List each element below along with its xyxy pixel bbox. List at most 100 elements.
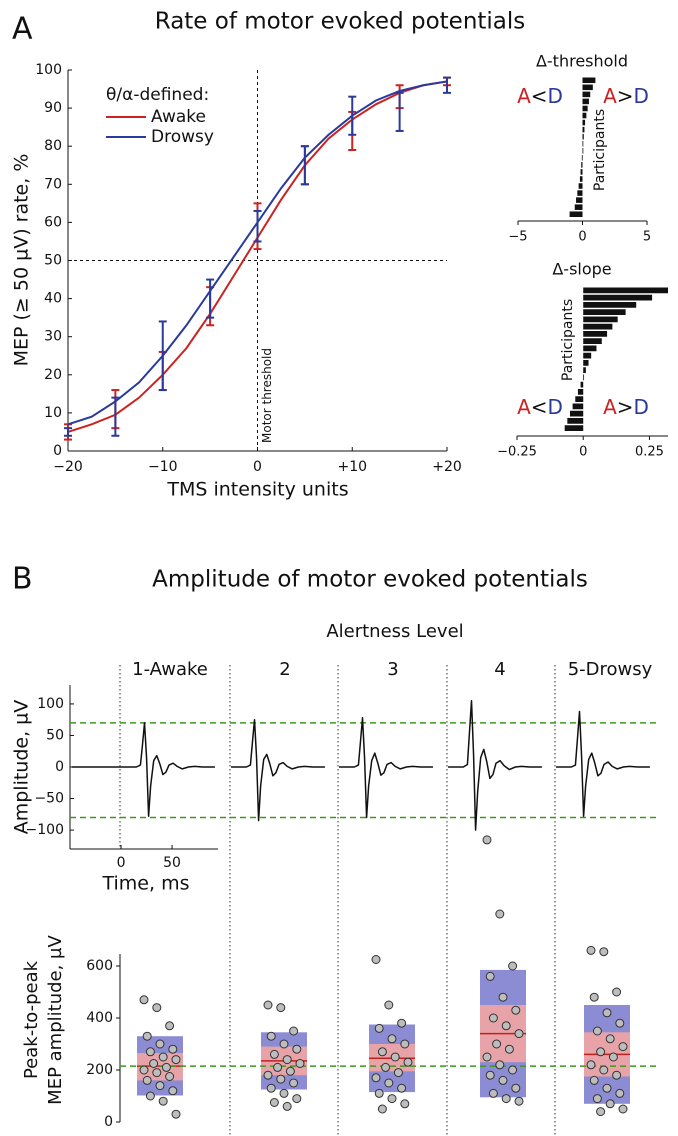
group-label: Alertness Level	[326, 621, 463, 642]
bar	[577, 190, 583, 196]
bar	[582, 140, 584, 147]
bar	[575, 396, 584, 402]
data-point	[482, 1052, 492, 1062]
y-axis-label: MEP (≥ 50 µV) rate, %	[11, 154, 33, 367]
annotation: Motor threshold	[260, 348, 274, 443]
data-point	[608, 1052, 618, 1062]
y-tick-label: 30	[44, 329, 62, 345]
data-point	[161, 1062, 171, 1072]
data-point	[514, 1029, 524, 1039]
data-point	[387, 1094, 397, 1104]
data-point	[602, 1083, 612, 1093]
data-point	[279, 1088, 289, 1098]
x-tick-label: 50	[163, 855, 181, 871]
y-tick-label: 80	[44, 138, 62, 154]
data-point	[269, 1049, 279, 1059]
data-point	[501, 1021, 511, 1031]
chart-title: Δ-threshold	[536, 52, 628, 71]
bar	[577, 389, 584, 395]
data-point	[158, 1096, 168, 1106]
data-point	[289, 1078, 299, 1088]
y-axis-label: Peak-to-peak	[21, 960, 42, 1079]
error-bar	[395, 91, 404, 132]
data-point	[612, 1070, 622, 1080]
bar	[578, 183, 583, 189]
annotation: A>D	[603, 84, 649, 108]
data-point	[390, 1052, 400, 1062]
data-point	[292, 1044, 302, 1054]
bar	[583, 323, 613, 330]
bar	[574, 204, 583, 210]
y-tick-label: 50	[46, 727, 64, 743]
bar	[582, 84, 593, 91]
error-bar	[443, 76, 451, 94]
data-point	[589, 992, 599, 1002]
error-bar	[64, 427, 72, 437]
data-point	[276, 1074, 286, 1084]
column-label: 2	[279, 659, 290, 680]
data-point	[152, 1003, 162, 1013]
bar	[582, 77, 596, 84]
annotation: A>D	[603, 395, 649, 419]
data-point	[393, 1068, 403, 1078]
error-bar	[300, 145, 309, 186]
data-point	[501, 1094, 511, 1104]
data-point	[495, 1060, 505, 1070]
x-tick-label: −5	[508, 230, 527, 245]
data-point	[397, 1083, 407, 1093]
bar	[583, 338, 602, 344]
data-point	[605, 1034, 615, 1044]
data-point	[155, 1039, 165, 1049]
data-point	[508, 1065, 518, 1075]
data-point	[504, 1044, 514, 1054]
x-tick-label: 0	[579, 445, 587, 460]
data-point	[387, 1034, 397, 1044]
data-point	[168, 1086, 178, 1096]
data-point	[282, 1055, 292, 1065]
column-label: 5-Drowsy	[568, 659, 653, 680]
waveform	[339, 717, 433, 819]
y-tick-label: −100	[26, 822, 64, 838]
data-point	[403, 1057, 413, 1067]
bar	[583, 345, 597, 352]
data-point	[279, 1039, 289, 1049]
bar	[582, 91, 591, 98]
data-point	[139, 1065, 149, 1075]
column-label: 1-Awake	[132, 659, 208, 680]
bar	[567, 418, 584, 424]
data-point	[599, 1065, 609, 1075]
y-tick-label: 100	[37, 696, 64, 712]
data-point	[485, 971, 495, 981]
data-point	[596, 1047, 606, 1057]
data-point	[618, 1042, 628, 1052]
y-tick-label: 20	[44, 367, 62, 383]
x-tick-label: +20	[432, 459, 462, 475]
data-point	[400, 1039, 410, 1049]
data-point	[266, 1031, 276, 1041]
error-bar	[111, 396, 120, 437]
data-point	[615, 1088, 625, 1098]
data-point	[292, 1094, 302, 1104]
data-point	[514, 1096, 524, 1106]
data-point	[377, 1047, 387, 1057]
data-point	[168, 1044, 178, 1054]
y-axis-label: Amplitude, µV	[11, 700, 33, 835]
data-point	[374, 1088, 384, 1098]
bar	[582, 98, 589, 105]
column-label: 4	[494, 659, 505, 680]
data-point	[488, 1013, 498, 1023]
data-point	[400, 1099, 410, 1109]
data-point	[377, 1104, 387, 1114]
waveform	[556, 710, 650, 817]
chart-title: Rate of motor evoked potentials	[155, 9, 526, 35]
y-axis-label: Participants	[592, 109, 608, 191]
error-bar	[348, 95, 357, 136]
data-point	[384, 1078, 394, 1088]
bar	[583, 331, 608, 337]
data-point	[495, 909, 505, 919]
waveform	[72, 722, 215, 817]
data-point	[384, 1000, 394, 1010]
